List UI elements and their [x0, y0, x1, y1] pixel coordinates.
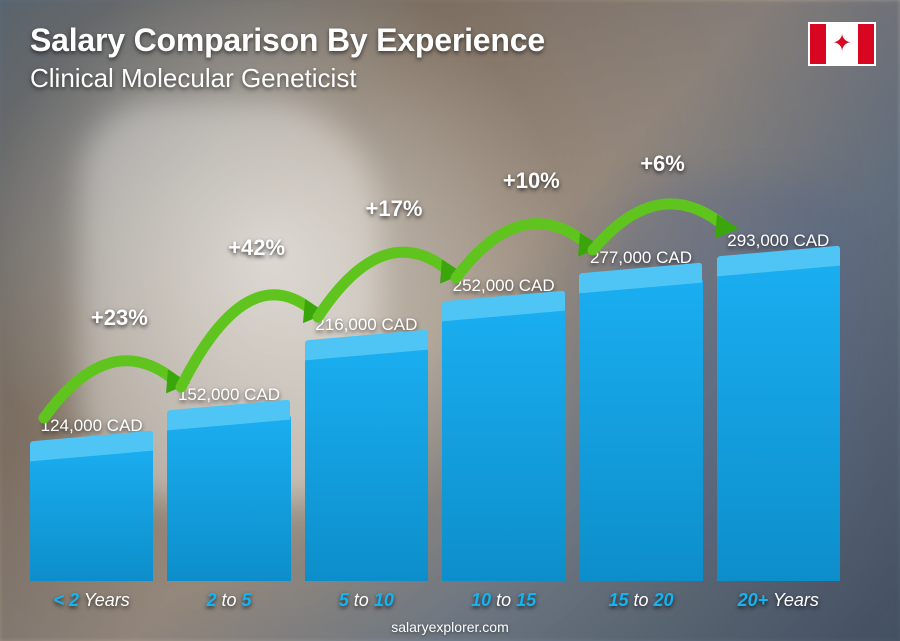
bar-group: 152,000 CAD+23%: [167, 385, 290, 581]
bar: [717, 261, 840, 581]
country-flag-canada: ✦: [808, 22, 876, 66]
bar: [579, 278, 702, 581]
footer-attribution: salaryexplorer.com: [0, 619, 900, 635]
bar: [305, 345, 428, 581]
bar: [30, 446, 153, 581]
pct-increase-label: +42%: [228, 235, 285, 261]
x-axis-label: 15 to 20: [579, 590, 702, 611]
bar-group: 216,000 CAD+42%: [305, 315, 428, 581]
pct-increase-label: +23%: [91, 305, 148, 331]
bar-group: 277,000 CAD+10%: [579, 248, 702, 581]
x-axis-label: 5 to 10: [305, 590, 428, 611]
header: Salary Comparison By Experience Clinical…: [0, 0, 900, 94]
x-axis-label: 2 to 5: [167, 590, 290, 611]
pct-increase-label: +17%: [366, 196, 423, 222]
page-title: Salary Comparison By Experience: [30, 22, 870, 59]
bar-group: 293,000 CAD+6%: [717, 231, 840, 581]
x-axis-label: 10 to 15: [442, 590, 565, 611]
x-axis-label: 20+ Years: [717, 590, 840, 611]
bar: [442, 306, 565, 581]
x-axis-labels: < 2 Years 2 to 5 5 to 10 10 to 15 15 to 20 20…: [30, 590, 840, 611]
x-axis-label: < 2 Years: [30, 590, 153, 611]
bar: [167, 415, 290, 581]
bar-group: 124,000 CAD: [30, 416, 153, 581]
increase-arrow-icon: [581, 130, 751, 260]
bar-group: 252,000 CAD+17%: [442, 276, 565, 581]
pct-increase-label: +10%: [503, 168, 560, 194]
pct-increase-label: +6%: [640, 151, 685, 177]
page-subtitle: Clinical Molecular Geneticist: [30, 63, 870, 94]
maple-leaf-icon: ✦: [832, 32, 852, 56]
bar-chart: 124,000 CAD152,000 CAD+23%216,000 CAD+42…: [30, 120, 840, 581]
